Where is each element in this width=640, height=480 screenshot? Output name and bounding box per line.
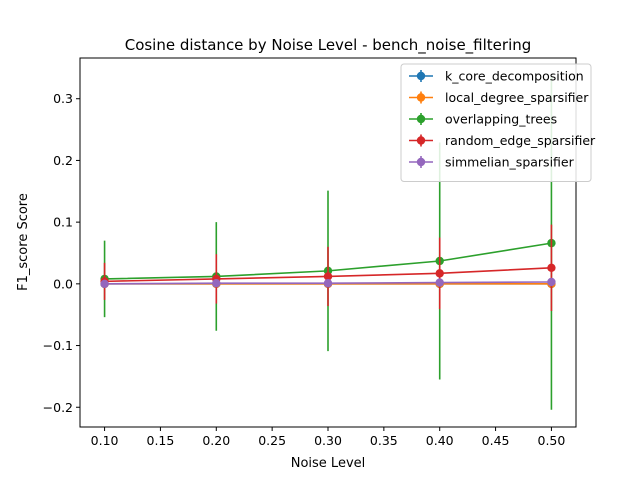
x-tick-label: 0.40: [426, 433, 454, 448]
legend-label: random_edge_sparsifier: [445, 133, 596, 148]
legend-label: overlapping_trees: [445, 112, 557, 127]
legend-label: k_core_decomposition: [445, 69, 584, 84]
x-tick-label: 0.25: [258, 433, 286, 448]
legend-marker: [416, 71, 426, 81]
x-tick-label: 0.35: [370, 433, 398, 448]
legend-item: simmelian_sparsifier: [409, 155, 575, 170]
legend-marker: [416, 114, 426, 124]
y-tick-label: 0.3: [53, 91, 73, 106]
legend-marker: [416, 93, 426, 102]
x-tick-label: 0.20: [202, 433, 230, 448]
y-tick-label: 0.2: [53, 153, 73, 168]
data-point: [547, 277, 556, 287]
y-tick-label: −0.2: [43, 400, 73, 415]
x-tick-label: 0.30: [314, 433, 342, 448]
data-point: [547, 263, 556, 272]
data-point: [323, 279, 333, 288]
y-axis: −0.2 −0.1 0.0 0.1 0.2 0.3: [43, 91, 80, 415]
y-tick-label: −0.1: [43, 338, 73, 353]
legend-label: local_degree_sparsifier: [445, 90, 589, 105]
x-tick-label: 0.15: [147, 433, 175, 448]
data-point: [323, 272, 333, 281]
chart-title: Cosine distance by Noise Level - bench_n…: [125, 36, 532, 55]
legend-item: local_degree_sparsifier: [409, 90, 589, 105]
x-tick-label: 0.45: [482, 433, 510, 448]
series-simmelian_sparsifier: [100, 277, 556, 289]
legend-item: k_core_decomposition: [409, 69, 584, 84]
data-point: [100, 279, 109, 289]
data-point: [212, 279, 221, 288]
legend: k_core_decomposition local_degree_sparsif…: [400, 63, 596, 182]
legend-box: [400, 63, 592, 182]
plot-area: [100, 76, 556, 410]
legend-item: overlapping_trees: [409, 112, 557, 127]
y-axis-label: F1_score Score: [16, 193, 31, 291]
y-tick-label: 0.1: [53, 215, 73, 230]
data-point: [435, 278, 444, 287]
x-tick-label: 0.50: [538, 433, 566, 448]
data-point: [435, 269, 444, 278]
x-tick-label: 0.10: [91, 433, 119, 448]
series-random_edge_sparsifier: [100, 224, 556, 311]
legend-label: simmelian_sparsifier: [445, 155, 575, 170]
legend-marker: [416, 136, 426, 145]
legend-marker: [416, 157, 426, 167]
legend-item: random_edge_sparsifier: [409, 133, 596, 148]
x-axis-label: Noise Level: [291, 456, 366, 471]
x-axis: 0.10 0.15 0.20 0.25 0.30 0.35 0.40 0.45 0.50: [91, 427, 566, 448]
y-tick-label: 0.0: [53, 276, 73, 291]
